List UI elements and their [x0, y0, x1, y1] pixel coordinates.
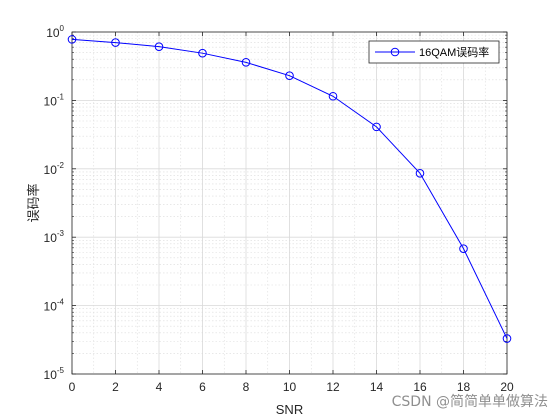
data-point [154, 42, 164, 51]
data-point [111, 38, 120, 47]
legend: 16QAM误码率 [368, 40, 500, 64]
x-tick-label: 14 [370, 380, 384, 394]
data-point [198, 48, 207, 58]
y-tick-label: 10-3 [44, 229, 65, 245]
x-tick-label: 10 [283, 380, 297, 394]
y-axis-label: 误码率 [26, 183, 42, 222]
data-point [67, 35, 77, 44]
x-tick-label: 2 [112, 380, 119, 394]
x-axis-label: SNR [276, 402, 303, 417]
data-point [241, 58, 251, 67]
data-point [459, 244, 468, 253]
x-tick-label: 18 [457, 380, 471, 394]
data-point [415, 168, 425, 178]
y-tick-label: 10-2 [44, 161, 65, 177]
data-point [328, 91, 338, 101]
series-line [71, 38, 508, 339]
y-tick-label: 10-5 [44, 366, 65, 382]
legend-box [368, 40, 500, 64]
x-tick-label: 6 [199, 380, 206, 394]
x-tick-label: 12 [326, 380, 340, 394]
data-point [502, 334, 512, 343]
y-tick-label: 100 [46, 24, 64, 40]
y-tick-label: 10-4 [44, 298, 65, 314]
x-tick-label: 8 [243, 380, 250, 394]
data-point [285, 71, 294, 80]
x-tick-label: 20 [500, 380, 514, 394]
legend-marker [390, 47, 400, 57]
y-tick-label: 10-1 [44, 92, 65, 108]
watermark-text: CSDN @简简单单做算法 [392, 393, 548, 410]
x-tick-label: 4 [156, 380, 163, 394]
legend-label: 16QAM误码率 [419, 45, 489, 59]
x-tick-label: 0 [69, 380, 76, 394]
data-point [372, 122, 381, 132]
x-tick-label: 16 [413, 380, 427, 394]
